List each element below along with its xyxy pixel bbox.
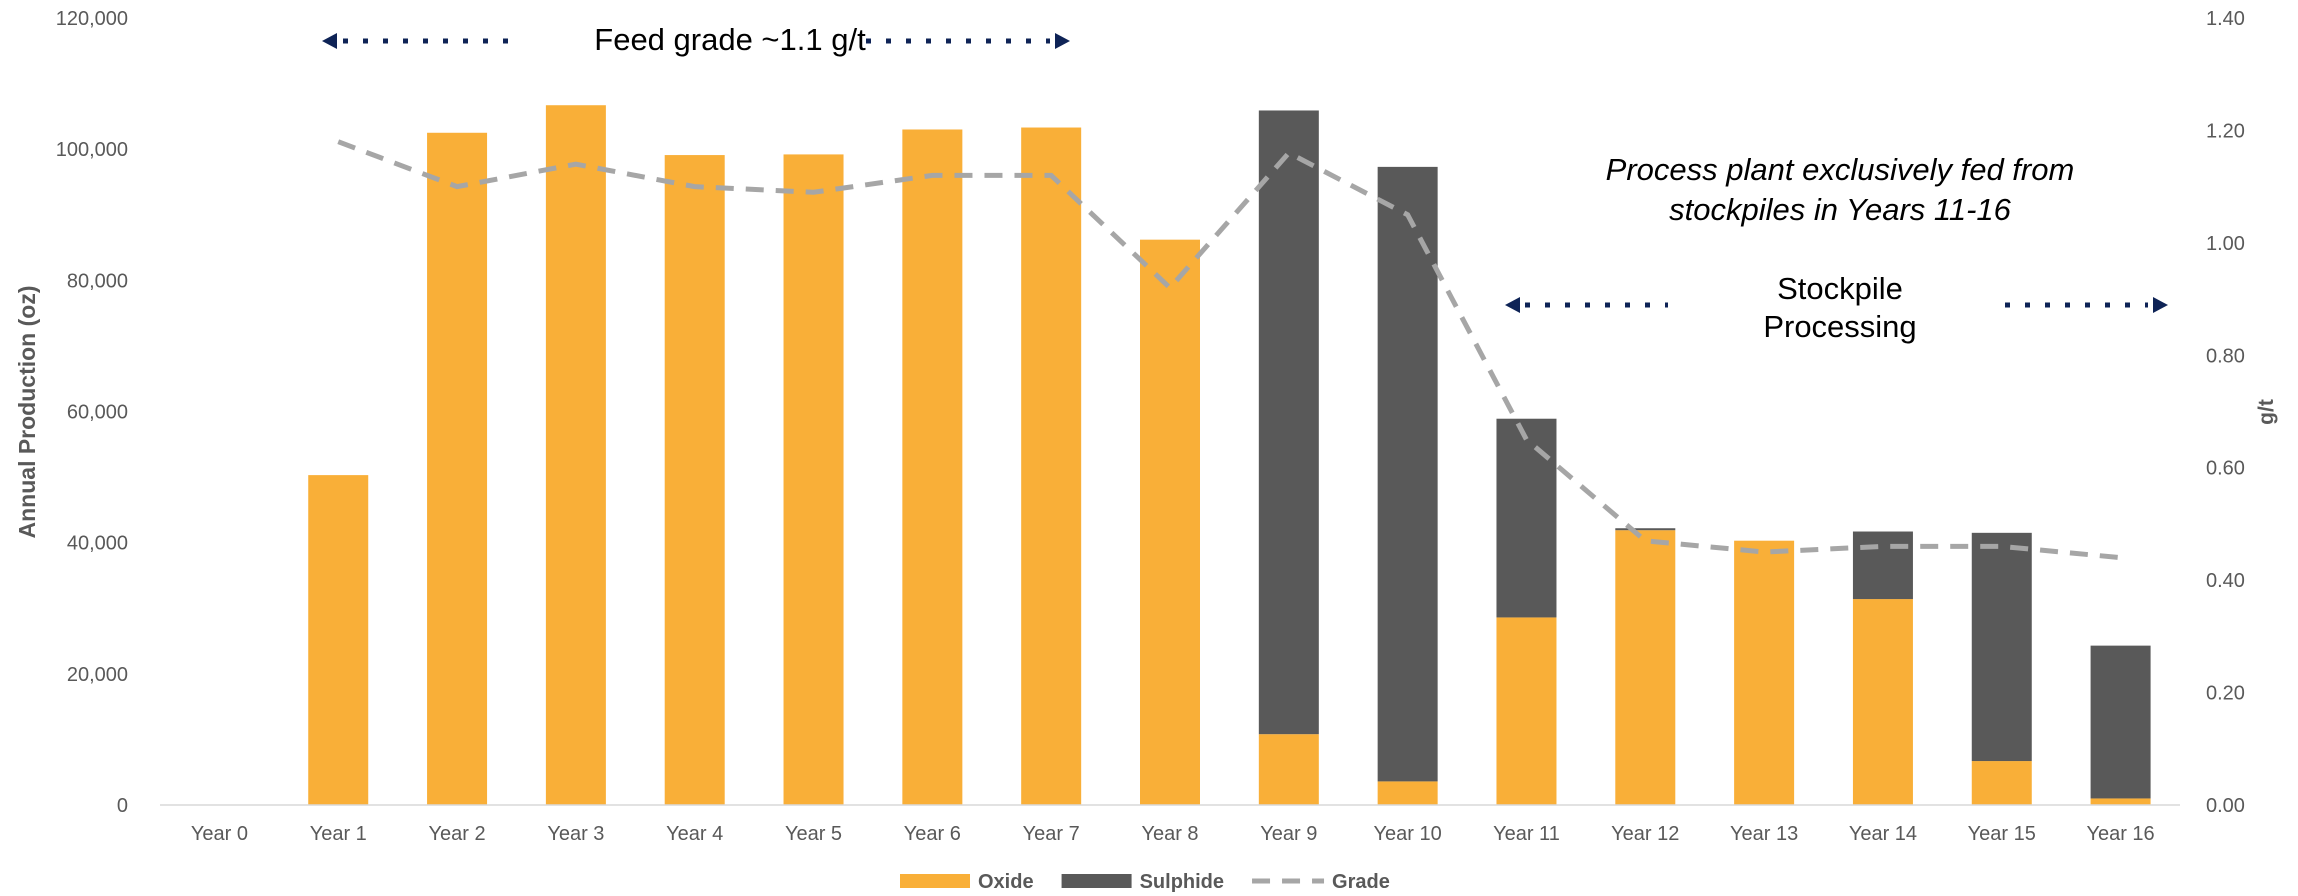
y2-axis-title: g/t xyxy=(2255,399,2278,425)
y-tick-label: 40,000 xyxy=(67,533,128,555)
y2-tick-label: 1.20 xyxy=(2206,120,2245,142)
legend-oxide-swatch xyxy=(900,874,970,888)
oxide-bar xyxy=(1021,127,1082,805)
sulphide-bar xyxy=(1615,528,1676,531)
y-tick-label: 0 xyxy=(117,795,128,817)
y2-tick-label: 0.40 xyxy=(2206,570,2245,592)
grade-line xyxy=(337,139,2121,561)
process-plant-annotation: Process plant exclusively fed from stock… xyxy=(1530,150,2150,230)
oxide-bar xyxy=(1615,530,1676,805)
stockpile-processing-annotation: Stockpile Processing xyxy=(1690,270,1990,346)
y-axis-title: Annual Production (oz) xyxy=(14,286,40,539)
x-tick-label: Year 4 xyxy=(666,823,723,845)
x-tick-label: Year 14 xyxy=(1849,823,1917,845)
x-tick-label: Year 9 xyxy=(1260,823,1317,845)
oxide-bar xyxy=(427,132,488,806)
process-plant-annotation-line1: Process plant exclusively fed from xyxy=(1605,152,2075,187)
x-tick-label: Year 15 xyxy=(1968,823,2036,845)
process-plant-annotation-line2: stockpiles in Years 11-16 xyxy=(1669,192,2011,227)
y2-tick-label: 0.80 xyxy=(2206,345,2245,367)
x-tick-label: Year 11 xyxy=(1493,823,1560,845)
x-tick-label: Year 1 xyxy=(310,823,367,845)
oxide-bar xyxy=(902,129,963,805)
x-tick-label: Year 0 xyxy=(191,823,248,845)
stockpile-left-arrowhead xyxy=(1505,297,1520,313)
legend-grade-label: Grade xyxy=(1332,871,1390,893)
oxide-bar xyxy=(545,105,606,805)
y2-tick-label: 0.00 xyxy=(2206,795,2245,817)
y-tick-label: 80,000 xyxy=(67,270,128,292)
legend-sulphide-swatch xyxy=(1061,874,1132,888)
oxide-bar xyxy=(1971,761,2032,805)
y-tick-label: 20,000 xyxy=(67,664,128,686)
oxide-bar xyxy=(1377,781,1438,805)
oxide-bar xyxy=(1496,617,1557,805)
oxide-bar xyxy=(783,154,844,805)
sulphide-bar xyxy=(1971,532,2032,762)
y2-tick-label: 1.40 xyxy=(2206,8,2245,30)
x-tick-label: Year 16 xyxy=(2086,823,2154,845)
x-tick-label: Year 13 xyxy=(1730,823,1798,845)
y2-tick-label: 1.00 xyxy=(2206,233,2245,255)
x-tick-label: Year 8 xyxy=(1141,823,1198,845)
y-tick-label: 60,000 xyxy=(67,402,128,424)
legend-sulphide-label: Sulphide xyxy=(1140,871,1224,893)
y-tick-label: 120,000 xyxy=(56,8,128,30)
x-tick-label: Year 2 xyxy=(429,823,486,845)
x-tick-label: Year 12 xyxy=(1611,823,1679,845)
y2-tick-label: 0.60 xyxy=(2206,458,2245,480)
stockpile-right-arrowhead xyxy=(2153,297,2168,313)
x-tick-label: Year 7 xyxy=(1023,823,1080,845)
stockpile-annotation-line1: Stockpile xyxy=(1777,271,1903,306)
y-tick-label: 100,000 xyxy=(56,139,128,161)
oxide-bar xyxy=(1140,239,1200,806)
legend-oxide-label: Oxide xyxy=(978,871,1034,893)
oxide-bar xyxy=(1852,599,1913,805)
sulphide-bar xyxy=(1852,531,1913,600)
oxide-bar xyxy=(1258,734,1319,805)
feed-grade-right-arrowhead xyxy=(1055,33,1070,49)
feed-grade-left-arrowhead xyxy=(322,33,337,49)
x-tick-label: Year 5 xyxy=(785,823,842,845)
sulphide-bar xyxy=(1496,418,1557,618)
sulphide-bar xyxy=(1258,110,1319,735)
oxide-bar xyxy=(2090,798,2151,805)
x-tick-label: Year 6 xyxy=(904,823,961,845)
x-tick-label: Year 3 xyxy=(547,823,604,845)
feed-grade-annotation: Feed grade ~1.1 g/t xyxy=(594,22,866,57)
oxide-bar xyxy=(664,155,725,806)
sulphide-bar xyxy=(2090,645,2151,799)
x-tick-label: Year 10 xyxy=(1374,823,1442,845)
y2-tick-label: 0.20 xyxy=(2206,683,2245,705)
oxide-bar xyxy=(308,475,369,805)
oxide-bar xyxy=(1734,540,1795,805)
sulphide-bar xyxy=(1377,166,1438,782)
stockpile-annotation-line2: Processing xyxy=(1763,309,1917,344)
